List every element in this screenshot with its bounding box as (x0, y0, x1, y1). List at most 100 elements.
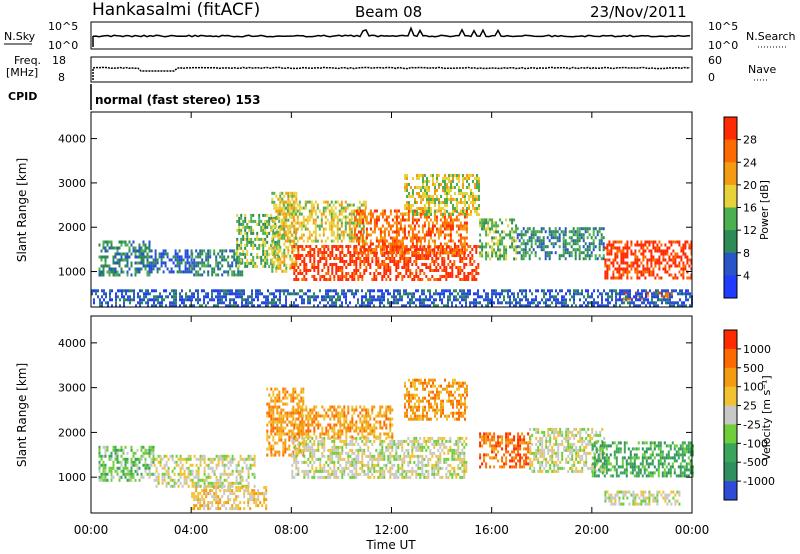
data-cell (275, 304, 277, 308)
data-cell (637, 292, 639, 296)
data-cell (365, 295, 367, 299)
data-cell (535, 289, 537, 293)
data-cell (308, 218, 311, 222)
data-cell (522, 248, 525, 252)
data-cell (136, 466, 139, 470)
data-cell (323, 304, 325, 308)
data-cell (331, 245, 334, 248)
data-cell (574, 233, 577, 237)
data-cell (310, 209, 313, 213)
data-cell (148, 445, 151, 449)
freq-label-top: Freq. (14, 54, 41, 67)
data-cell (479, 221, 482, 225)
data-cell (463, 236, 466, 240)
data-cell (665, 289, 667, 293)
data-cell (439, 248, 442, 252)
data-cell (233, 258, 236, 262)
data-cell (485, 298, 487, 302)
data-cell (648, 249, 651, 253)
data-cell (154, 264, 157, 268)
data-cell (477, 295, 479, 299)
data-cell (425, 263, 428, 266)
data-cell (401, 254, 404, 257)
data-cell (464, 201, 466, 204)
data-cell (148, 463, 151, 467)
data-cell (171, 484, 174, 488)
data-cell (682, 267, 685, 271)
data-cell (215, 492, 218, 496)
data-cell (181, 298, 183, 302)
data-cell (357, 242, 360, 246)
data-cell (407, 266, 410, 269)
data-cell (352, 221, 355, 225)
data-cell (427, 248, 430, 252)
data-cell (239, 292, 241, 296)
data-cell (407, 269, 410, 272)
data-cell (293, 292, 295, 296)
data-cell (454, 192, 456, 195)
data-cell (217, 301, 219, 305)
data-cell (295, 269, 298, 272)
data-cell (574, 239, 577, 243)
data-cell (371, 289, 373, 293)
data-cell (167, 475, 170, 479)
data-cell (513, 218, 516, 222)
data-cell (126, 472, 129, 476)
data-cell (567, 304, 569, 308)
data-cell (257, 289, 259, 293)
data-cell (205, 252, 208, 256)
data-cell (406, 189, 408, 192)
data-cell (148, 264, 151, 268)
data-cell (337, 248, 340, 251)
data-cell (626, 267, 629, 271)
data-cell (433, 263, 436, 266)
data-cell (476, 177, 478, 180)
data-cell (313, 295, 315, 299)
data-cell (277, 304, 279, 308)
data-cell (279, 263, 282, 267)
data-cell (415, 221, 418, 225)
data-cell (462, 195, 464, 198)
data-cell (408, 192, 410, 195)
data-cell (251, 301, 253, 305)
data-cell (532, 233, 535, 237)
data-cell (557, 301, 559, 305)
data-cell (293, 266, 296, 269)
data-cell (588, 233, 591, 237)
data-cell (240, 213, 243, 217)
data-cell (112, 246, 115, 250)
data-cell (307, 301, 309, 305)
data-cell (253, 454, 256, 458)
data-cell (509, 218, 512, 222)
data-cell (297, 304, 299, 308)
data-cell (411, 245, 414, 249)
data-cell (447, 227, 450, 231)
data-cell (674, 240, 677, 244)
data-cell (666, 246, 669, 250)
data-cell (613, 304, 615, 308)
data-cell (407, 218, 410, 222)
data-cell (439, 251, 442, 254)
data-cell (491, 224, 494, 228)
data-cell (416, 177, 418, 180)
data-cell (393, 263, 396, 266)
data-cell (116, 466, 119, 470)
data-cell (154, 258, 157, 262)
data-cell (294, 212, 297, 216)
data-cell (493, 221, 496, 225)
data-cell (312, 218, 315, 222)
data-cell (359, 263, 362, 266)
data-cell (469, 260, 472, 263)
data-cell (547, 298, 549, 302)
data-cell (279, 245, 282, 249)
data-cell (463, 239, 466, 243)
data-cell (146, 255, 149, 259)
data-cell (399, 242, 402, 246)
data-cell (664, 291, 667, 295)
data-cell (112, 463, 115, 467)
data-cell (286, 233, 289, 237)
data-cell (464, 210, 466, 213)
data-cell (439, 275, 442, 278)
data-cell (678, 270, 681, 274)
data-cell (646, 264, 649, 268)
